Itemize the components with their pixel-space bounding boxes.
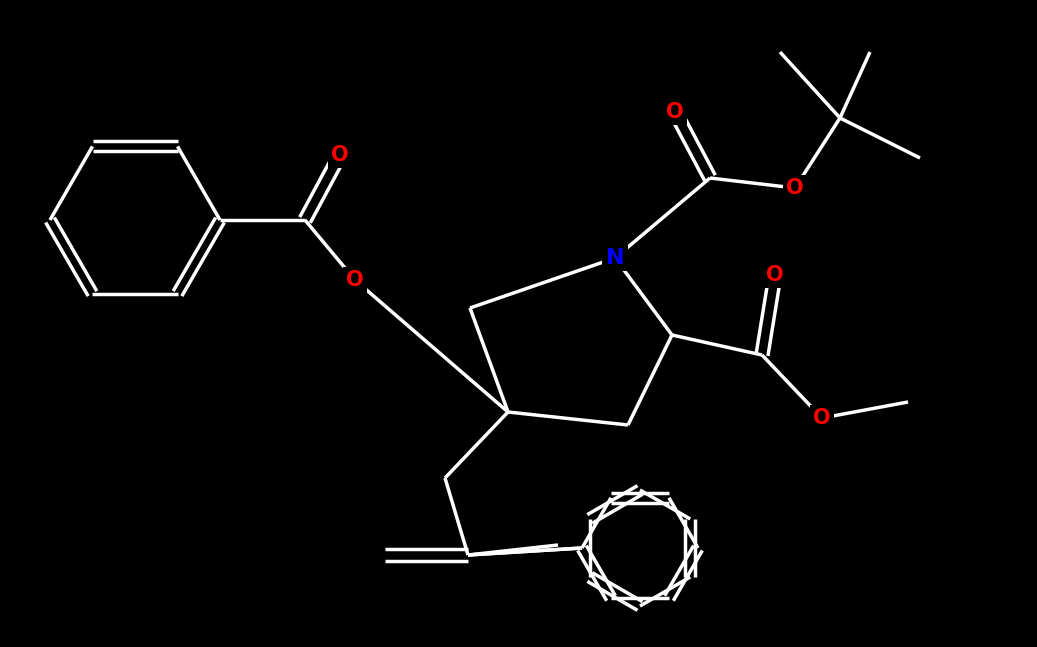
Text: O: O (786, 178, 804, 198)
Text: O: O (331, 145, 348, 165)
Text: O: O (666, 102, 683, 122)
Text: O: O (766, 265, 784, 285)
Text: O: O (346, 270, 364, 290)
Text: N: N (606, 248, 624, 268)
Text: O: O (813, 408, 831, 428)
